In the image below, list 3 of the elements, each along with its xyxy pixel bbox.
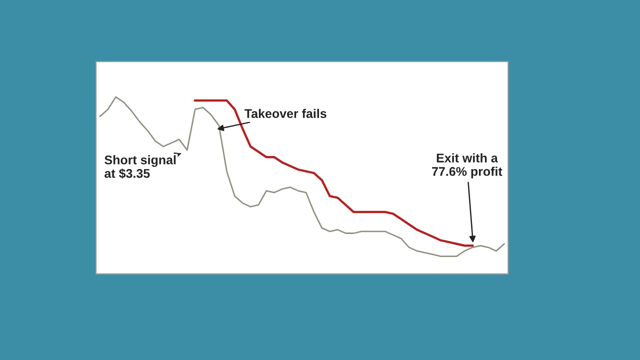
annotation: Exit with a 77.6% profit bbox=[432, 153, 502, 178]
annotation: Takeover fails bbox=[244, 108, 326, 118]
annotation: Short signal at $3.35 bbox=[104, 155, 176, 179]
